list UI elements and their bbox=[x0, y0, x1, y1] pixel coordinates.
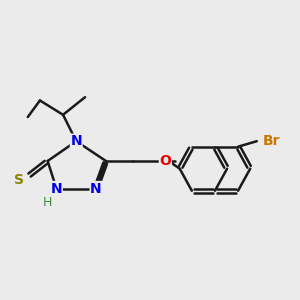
Text: H: H bbox=[43, 196, 52, 209]
Text: Br: Br bbox=[262, 134, 280, 148]
Text: N: N bbox=[70, 134, 82, 148]
Text: N: N bbox=[90, 182, 102, 196]
Text: N: N bbox=[51, 182, 62, 196]
Text: S: S bbox=[14, 173, 24, 187]
Text: O: O bbox=[160, 154, 171, 168]
